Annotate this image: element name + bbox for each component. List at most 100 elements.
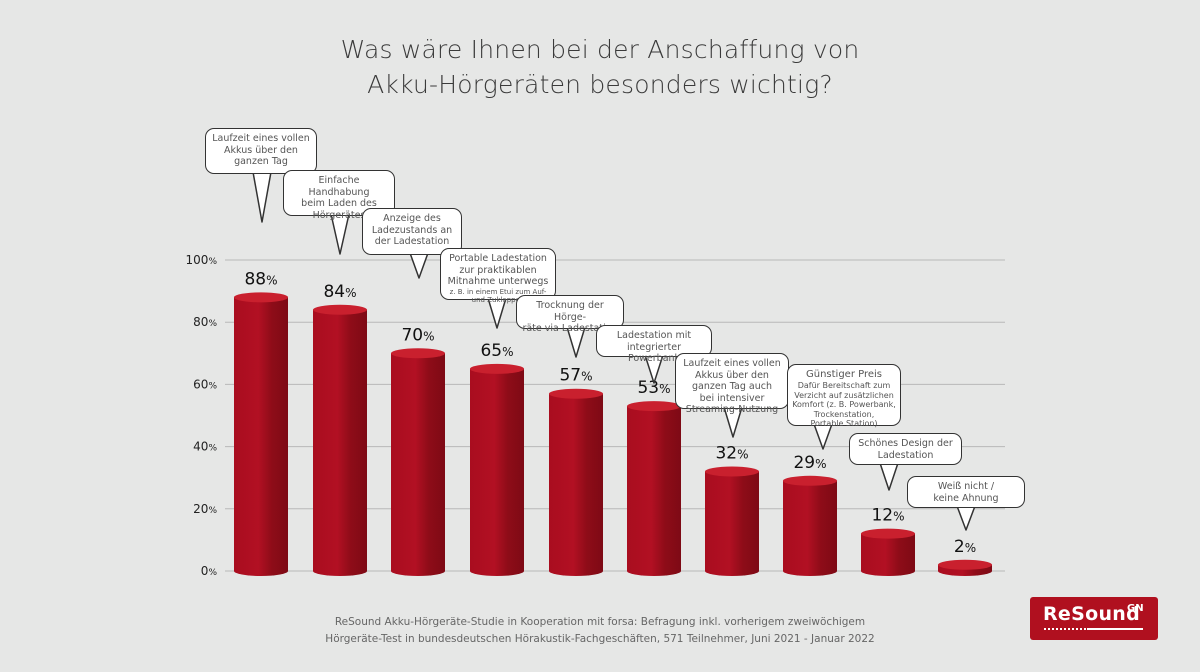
bar-top (938, 559, 992, 570)
bubble-text: Weiß nicht / (937, 481, 995, 492)
bubble-text: Ladestation (877, 449, 934, 461)
bar-top (391, 348, 445, 359)
annotation-bubble: Schönes Design der Ladestation (849, 433, 962, 465)
logo-brand-text: ReSound (1043, 603, 1141, 625)
data-label: 57% (559, 366, 592, 386)
bubble-text: Hörgerätes (312, 209, 366, 221)
bubble-subtext: Dafür Bereitschaft zum (797, 381, 891, 390)
logo-solid-line (1087, 628, 1143, 630)
chart-title: Was wäre Ihnen bei der Anschaffung von A… (0, 32, 1200, 102)
data-label: 70% (401, 325, 434, 345)
bar-body (783, 480, 837, 576)
logo-dotted-line (1044, 628, 1086, 630)
y-tick-label: 80% (193, 315, 217, 329)
annotation-bubble: Weiß nicht / keine Ahnung (907, 476, 1025, 508)
bar-body (549, 393, 603, 576)
y-tick-label: 20% (193, 502, 217, 516)
bar: 12% (861, 506, 915, 576)
footnote: ReSound Akku-Hörgeräte-Studie in Koopera… (250, 614, 950, 648)
footnote-line-1: ReSound Akku-Hörgeräte-Studie in Koopera… (334, 616, 866, 628)
chart-title-line-1: Was wäre Ihnen bei der Anschaffung von (340, 35, 860, 64)
chart-title-line-2: Akku-Hörgeräten besonders wichtig? (367, 70, 833, 99)
data-label: 88% (244, 269, 277, 289)
bubble-text: Günstiger Preis (805, 369, 882, 380)
bubble-text: Mitnahme unterwegs (447, 276, 549, 287)
bubble-subtext: Verzicht auf zusätzlichen (794, 390, 894, 400)
annotation-bubble: Anzeige des Ladezustands an der Ladestatio… (362, 208, 462, 255)
data-label: 12% (871, 506, 904, 526)
data-label: 29% (793, 453, 826, 473)
data-label: 65% (480, 341, 513, 361)
bubble-text: Schönes Design der (858, 438, 953, 449)
data-label: 53% (637, 378, 670, 398)
bar-top (470, 363, 524, 374)
bar: 53% (627, 378, 681, 576)
data-label: 32% (715, 443, 748, 463)
bubble-text: Einfache Handhabung (308, 175, 370, 198)
bar-top (234, 292, 288, 303)
bar-top (627, 401, 681, 412)
bubble-subtext: Portable Station) (810, 419, 878, 428)
bar: 57% (549, 366, 603, 576)
resound-logo: ReSound GN (1030, 597, 1158, 640)
bar-top (705, 466, 759, 477)
bar-body (391, 353, 445, 576)
y-tick-label: 0% (201, 564, 218, 578)
bubble-text: beim Laden des (301, 198, 377, 209)
annotation-bubble: Ladestation mit integrierter Powerbank (596, 325, 712, 364)
bubble-subtext: Trockenstation, (813, 409, 875, 419)
annotation-bubble: Laufzeit eines vollen Akkus über den ganze… (205, 128, 317, 174)
y-tick-label: 100% (186, 253, 218, 267)
bubble-text: Akkus über den (695, 369, 769, 381)
y-tick-label: 40% (193, 440, 217, 454)
bar: 32% (705, 443, 759, 576)
bar: 88% (234, 269, 288, 576)
bar-body (234, 297, 288, 576)
bubble-text: ganzen Tag auch (692, 381, 772, 392)
y-tick-label: 60% (193, 377, 217, 391)
bubble-text: Ladezustands an (371, 224, 453, 236)
bubble-text: ganzen Tag (234, 156, 288, 167)
bubble-text: Ladestation mit (616, 330, 692, 341)
bubble-subtext: z. B. in einem Etui zum Auf- (449, 287, 547, 296)
bubble-text: zur praktikablen (459, 264, 537, 276)
bar-top (861, 528, 915, 539)
bar-body (470, 368, 524, 576)
footnote-line-2: Hörgeräte-Test in bundesdeutschen Höraku… (325, 633, 875, 645)
bubble-subtext: Komfort (z. B. Powerbank, (792, 400, 896, 409)
bar-body (861, 533, 915, 576)
bubble-text: bei intensiver (699, 392, 765, 404)
bubble-text: Portable Ladestation (449, 253, 547, 264)
bar: 70% (391, 325, 445, 576)
bar: 2% (938, 537, 992, 576)
bubble-text: räte via Ladestation (522, 323, 618, 334)
bubble-text: Laufzeit eines vollen (683, 358, 781, 369)
annotation-bubble: Laufzeit eines vollen Akkus über den ganze… (675, 353, 789, 415)
bar-body (313, 309, 367, 576)
bar: 29% (783, 453, 837, 576)
bar-top (313, 304, 367, 315)
bubble-subtext: und Zuklappen (471, 296, 525, 304)
bubble-text: integrierter Powerbank (626, 341, 682, 365)
bar-body (705, 471, 759, 576)
bubble-text: Laufzeit eines vollen (212, 133, 310, 144)
bar: 84% (313, 282, 367, 576)
bar-top (549, 388, 603, 399)
data-label: 2% (954, 537, 976, 557)
bubble-text: keine Ahnung (933, 492, 999, 504)
bar-top (783, 475, 837, 486)
bubble-text: Streaming-Nutzung (685, 404, 779, 415)
bars: 88% 84% 70% 65% 57% 53% 32% 29% 12% 2% (234, 269, 992, 576)
bubble-text: Anzeige des (383, 213, 441, 224)
bubble-text: der Ladestation (374, 236, 450, 247)
bar-body (627, 406, 681, 576)
bubble-text: Trocknung der Hörge- (536, 300, 604, 323)
bar: 65% (470, 341, 524, 576)
annotation-bubble: Günstiger Preis Dafür Bereitschaft zum Ver… (787, 364, 901, 428)
bubble-text: Akkus über den (224, 144, 298, 156)
logo-gn-text: GN (1127, 603, 1144, 614)
annotation-bubble: Trocknung der Hörge-räte via Ladestation (516, 295, 624, 334)
data-label: 84% (323, 282, 356, 302)
annotation-bubble: Portable Ladestation zur praktikablen Mitn… (440, 248, 556, 304)
